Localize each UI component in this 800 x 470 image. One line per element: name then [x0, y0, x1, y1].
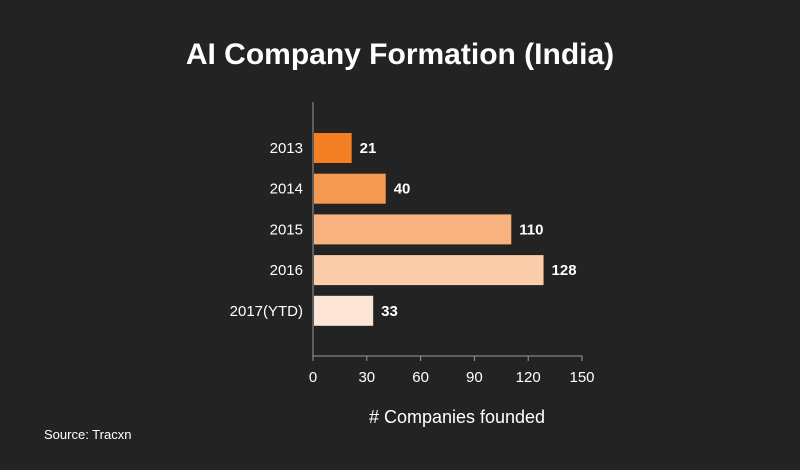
x-axis-title: # Companies founded [369, 407, 545, 427]
data-label: 110 [519, 221, 543, 238]
bar [314, 214, 512, 245]
bar [314, 173, 386, 204]
category-label: 2014 [270, 181, 303, 198]
x-tick-label: 90 [466, 369, 483, 386]
data-label: 128 [552, 262, 577, 279]
data-label: 21 [360, 140, 377, 157]
bar [314, 255, 544, 286]
x-tick-label: 0 [309, 369, 317, 386]
x-tick-label: 30 [358, 369, 375, 386]
plot-area: 0 30 60 90 120 150 2013 21 2014 40 2015 110 2016 128 2… [230, 102, 595, 386]
category-label: 2015 [270, 221, 303, 238]
category-label: 2016 [270, 262, 303, 279]
x-tick-label: 120 [516, 369, 541, 386]
source-note: Source: Tracxn [44, 427, 132, 442]
bar [314, 133, 352, 163]
chart-title: AI Company Formation (India) [186, 38, 614, 71]
category-label: 2013 [270, 140, 303, 157]
data-label: 40 [394, 181, 411, 198]
x-tick-label: 60 [412, 369, 429, 386]
category-label: 2017(YTD) [230, 303, 303, 320]
x-tick-label: 150 [569, 369, 594, 386]
bar [314, 295, 374, 326]
data-label: 33 [381, 303, 398, 320]
